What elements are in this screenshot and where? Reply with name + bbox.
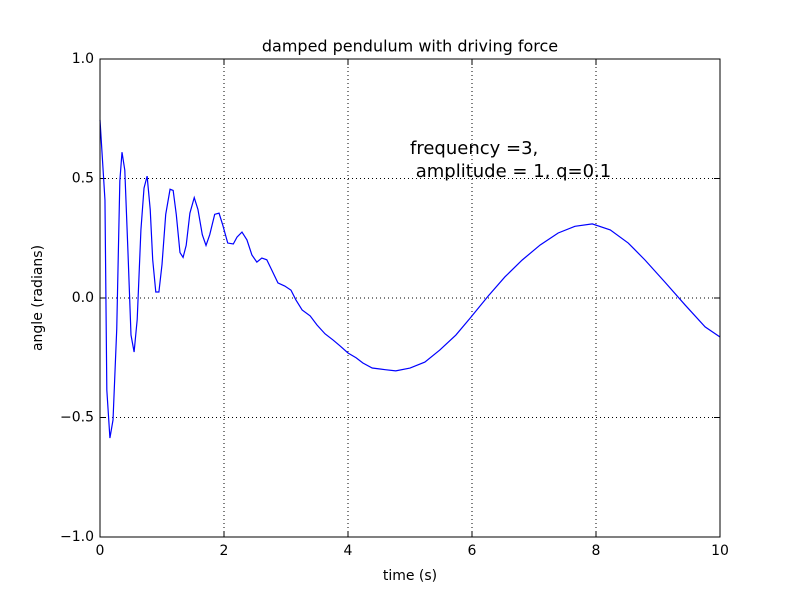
annotation: amplitude = 1, q=0.1 — [410, 161, 611, 182]
y-tick-label: 0.0 — [72, 290, 94, 306]
y-axis-label: angle (radians) — [30, 245, 46, 351]
x-tick-label: 0 — [96, 543, 105, 559]
y-tick-label: −0.5 — [60, 410, 94, 426]
y-tick-label: 1.0 — [72, 51, 94, 67]
x-tick-label: 4 — [344, 543, 353, 559]
data-line — [99, 119, 721, 439]
x-tick-label: 10 — [711, 543, 729, 559]
x-tick-label: 6 — [468, 543, 477, 559]
x-tick-label: 8 — [592, 543, 601, 559]
plot-frame — [99, 58, 721, 538]
x-axis-label: time (s) — [383, 568, 437, 584]
x-tick-label: 2 — [220, 543, 229, 559]
chart-title: damped pendulum with driving force — [262, 37, 558, 56]
annotation: frequency =3, — [410, 138, 538, 159]
y-tick-label: −1.0 — [60, 529, 94, 545]
y-tick-label: 0.5 — [72, 171, 94, 187]
